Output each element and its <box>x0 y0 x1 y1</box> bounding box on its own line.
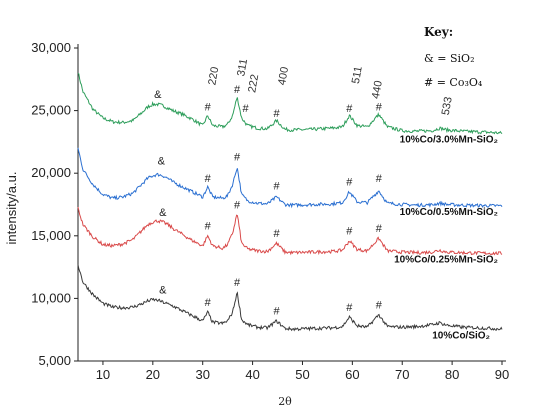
y-tick-label: 30,000 <box>31 40 71 55</box>
series-line-2 <box>77 206 503 256</box>
peak-markers: &### # # #&### # #&### # #&### # # <box>154 84 383 318</box>
series-label-3: 10%Co/SiO₂ <box>432 330 490 341</box>
hkl-label: 222 <box>246 73 261 93</box>
hkl-label: 311 <box>235 58 250 77</box>
sio2-peak-marker: & <box>159 207 167 219</box>
y-axis-title: intensity/a.u. <box>4 172 19 245</box>
co3o4-peak-marker: # <box>273 228 280 240</box>
series-line-3 <box>77 264 503 332</box>
co3o4-peak-marker: # <box>273 180 280 192</box>
x-tick-label: 10 <box>96 367 110 382</box>
co3o4-peak-marker: # <box>376 173 383 185</box>
y-tick-label: 10,000 <box>31 290 71 305</box>
co3o4-peak-marker: # <box>273 306 280 318</box>
co3o4-peak-marker: # <box>346 226 353 238</box>
co3o4-peak-marker: # <box>243 103 250 115</box>
co3o4-peak-marker: # <box>234 84 241 96</box>
sio2-peak-marker: & <box>154 89 162 101</box>
hkl-label: 400 <box>276 66 291 86</box>
y-tick-label: 15,000 <box>31 228 71 243</box>
x-tick-label: 60 <box>345 367 359 382</box>
sio2-peak-marker: & <box>158 155 166 167</box>
x-tick-label: 30 <box>195 367 209 382</box>
co3o4-peak-marker: # <box>205 221 212 233</box>
co3o4-peak-marker: # <box>205 297 212 309</box>
hkl-label: 533 <box>440 96 455 116</box>
y-tick-label: 5,000 <box>38 353 71 368</box>
co3o4-peak-marker: # <box>376 223 383 235</box>
co3o4-peak-marker: # <box>346 103 353 115</box>
x-tick-label: 70 <box>395 367 409 382</box>
series-label-0: 10%Co/3.0%Mn-SiO₂ <box>400 135 498 146</box>
x-tick-label: 90 <box>495 367 509 382</box>
axes <box>77 44 506 362</box>
x-tick-label: 80 <box>445 367 459 382</box>
series-label-2: 10%Co/0.25%Mn-SiO₂ <box>394 255 498 266</box>
series-labels: 10%Co/3.0%Mn-SiO₂ 10%Co/0.5%Mn-SiO₂ 10%Co/… <box>394 135 498 342</box>
hkl-label: 440 <box>370 80 385 100</box>
co3o4-peak-marker: # <box>234 277 241 289</box>
key-entry-sio2: & = SiO₂ <box>424 52 474 65</box>
co3o4-peak-marker: # <box>376 299 383 311</box>
key-box: Key: & = SiO₂ # = Co₃O₄ <box>424 25 483 89</box>
y-tick-label: 20,000 <box>31 165 71 180</box>
y-tick-label: 25,000 <box>31 103 71 118</box>
series-lines <box>77 72 503 332</box>
co3o4-peak-marker: # <box>234 199 241 211</box>
hkl-label: 220 <box>206 66 221 86</box>
x-axis-title: 2θ <box>278 395 292 408</box>
co3o4-peak-marker: # <box>205 173 212 185</box>
key-entry-co3o4: # = Co₃O₄ <box>424 76 483 89</box>
co3o4-peak-marker: # <box>346 302 353 314</box>
axis-ticks: 10 20 30 40 50 60 70 80 90 5,000 10,000 15,000 20,00… <box>31 40 509 382</box>
series-label-1: 10%Co/0.5%Mn-SiO₂ <box>400 207 498 218</box>
co3o4-peak-marker: # <box>376 102 383 114</box>
key-title: Key: <box>424 25 453 39</box>
hkl-label: 511 <box>350 65 365 84</box>
co3o4-peak-marker: # <box>273 108 280 120</box>
series-line-1 <box>77 147 503 209</box>
x-tick-label: 50 <box>295 367 309 382</box>
x-tick-label: 20 <box>146 367 160 382</box>
series-line-0 <box>77 72 503 135</box>
sio2-peak-marker: & <box>159 284 167 296</box>
x-tick-label: 40 <box>245 367 259 382</box>
co3o4-peak-marker: # <box>346 177 353 189</box>
co3o4-peak-marker: # <box>205 102 212 114</box>
co3o4-peak-marker: # <box>234 152 241 164</box>
